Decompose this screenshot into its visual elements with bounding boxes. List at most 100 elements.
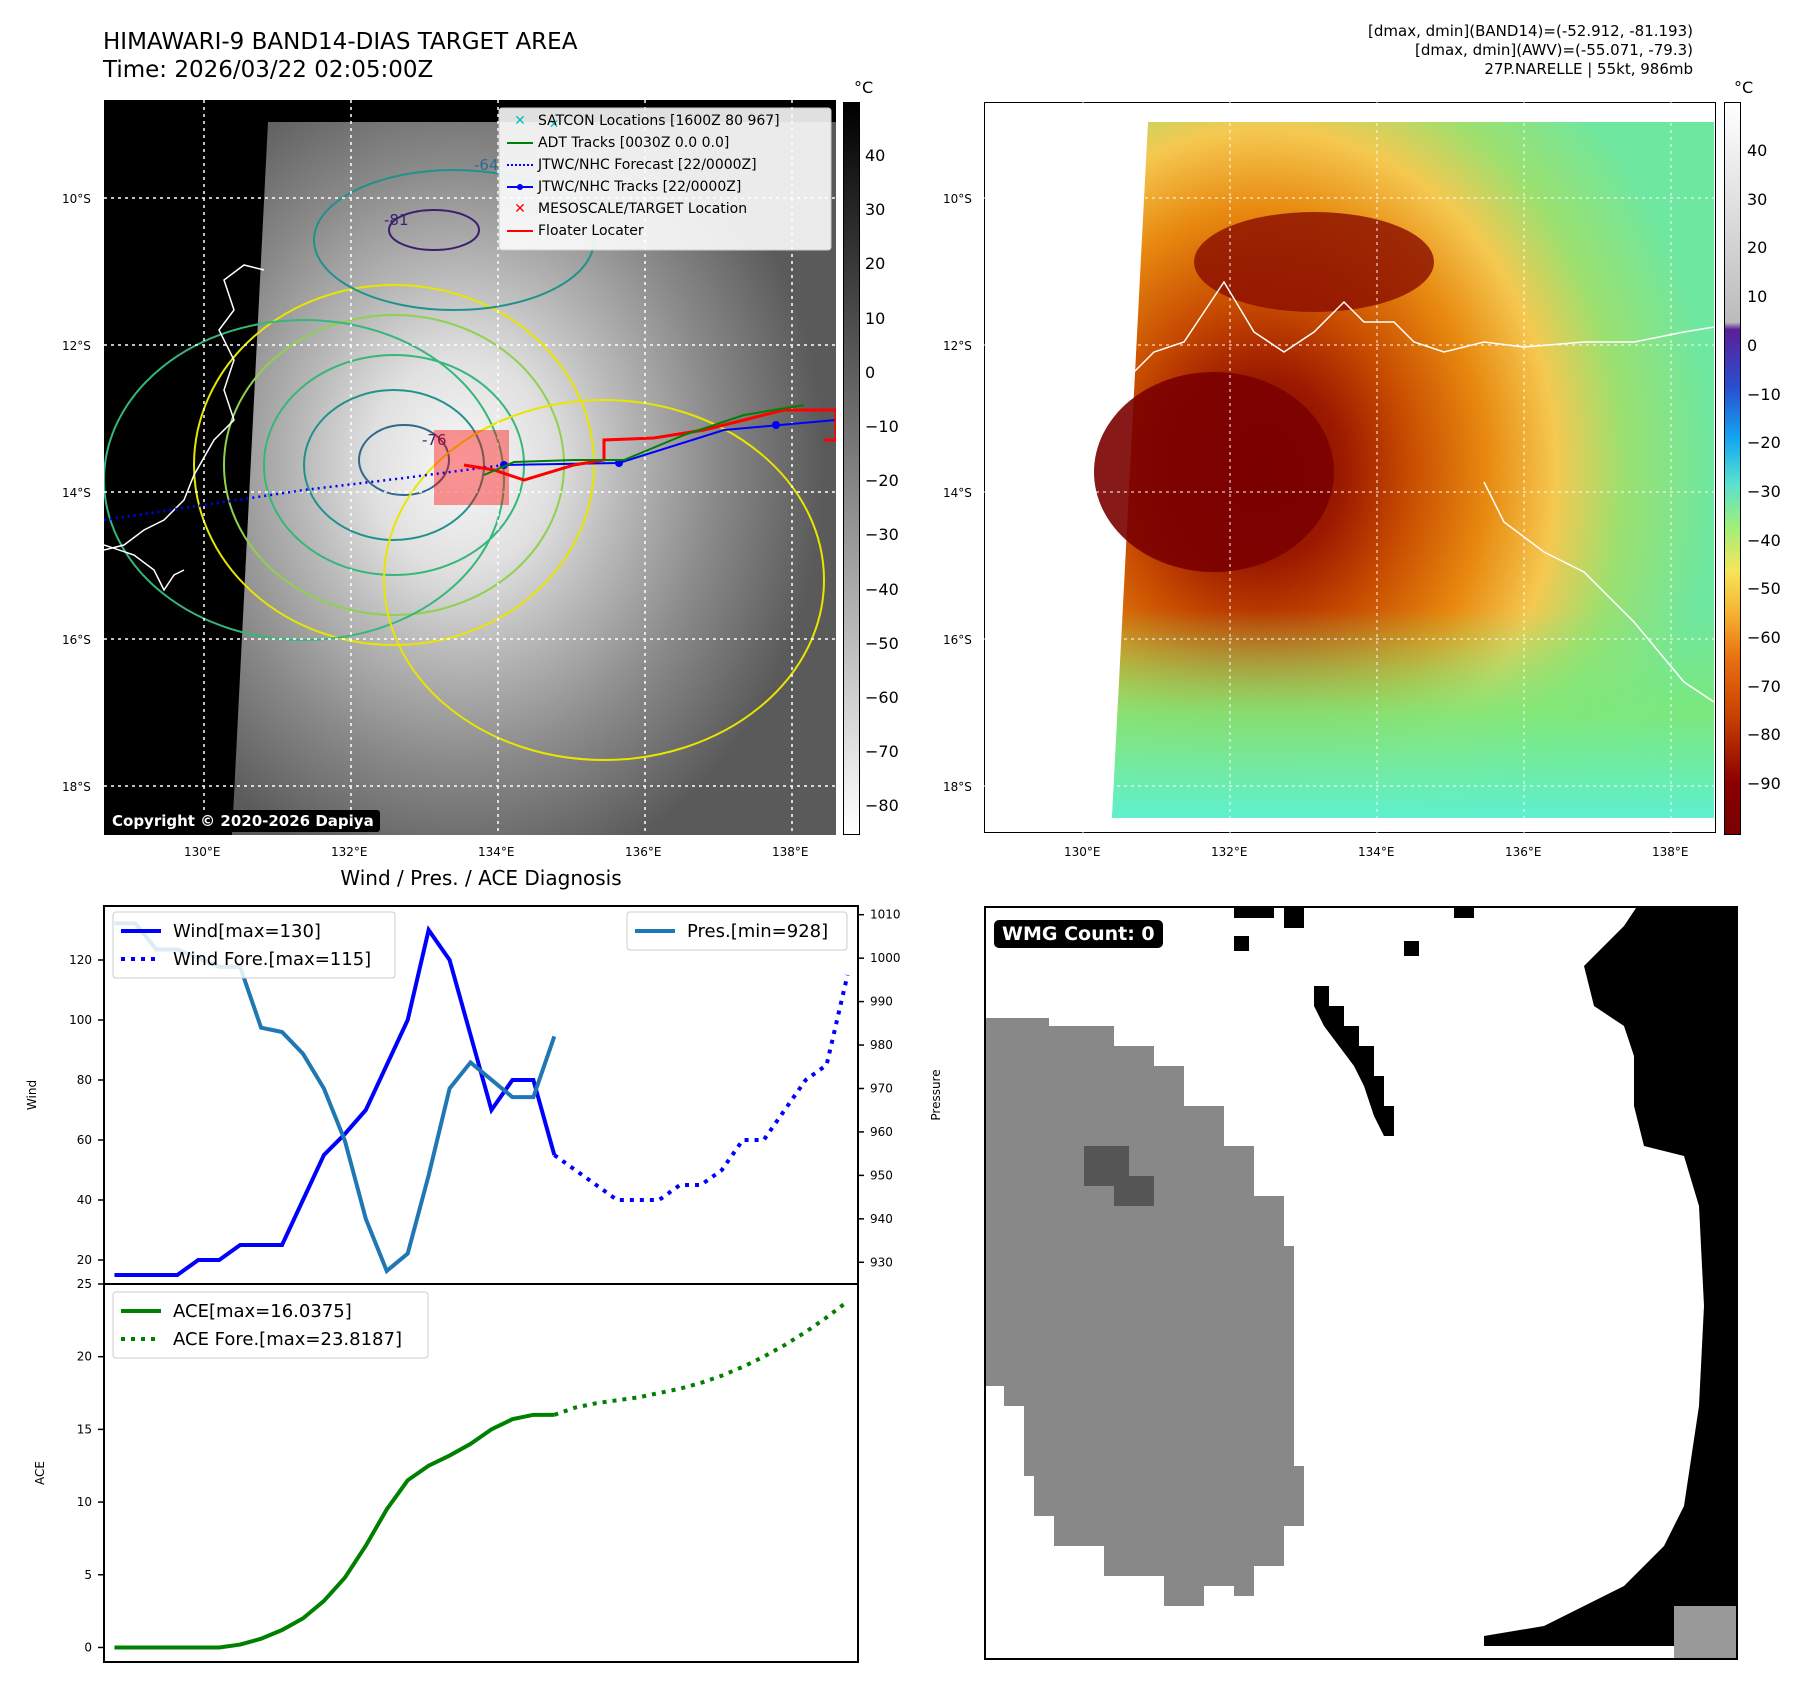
wmg-count-badge: WMG Count: 0 [994, 920, 1163, 948]
wind-tick-label: 100 [69, 1013, 92, 1027]
lon-label: 130°E [1064, 845, 1101, 859]
lat-label: 10°S [62, 192, 91, 206]
colorbar-gray-tick: −30 [865, 525, 899, 545]
colorbar-color-unit: °C [1734, 78, 1754, 97]
plot-title-line1: HIMAWARI-9 BAND14-DIAS TARGET AREA [103, 29, 578, 55]
colorbar-color-tick: −60 [1747, 628, 1781, 647]
contour-label-1: -81 [384, 211, 409, 229]
colorbar-color-tick: 30 [1747, 189, 1768, 209]
colorbar-gray-tick: 10 [865, 308, 886, 328]
lon-label: 138°E [772, 845, 809, 859]
legend-item-tracks: JTWC/NHC Tracks [22/0000Z] [502, 176, 832, 198]
colorbar-gray-tick: −10 [865, 417, 899, 436]
coastline [104, 264, 265, 551]
colorbar-color-tick: 10 [1747, 287, 1768, 307]
lat-label: 10°S [943, 192, 972, 206]
ace-forecast-line [553, 1299, 849, 1417]
colorbar-gray-tick: −60 [865, 688, 899, 707]
lat-label: 18°S [62, 780, 91, 794]
svg-text:✕: ✕ [549, 117, 559, 131]
colorbar-color [1724, 102, 1741, 835]
lat-label: 16°S [62, 633, 91, 647]
ir-map-color [984, 102, 1716, 833]
lat-label: 14°S [62, 486, 91, 500]
ace-tick-label: 15 [77, 1422, 92, 1436]
x-marker-icon: ✕ [514, 113, 526, 129]
x-marker-icon: ✕ [514, 201, 526, 217]
pressure-tick-label: 940 [870, 1212, 893, 1226]
lon-label: 136°E [625, 845, 662, 859]
colorbar-color-tick: −80 [1747, 725, 1781, 745]
legend-item-satcon: ✕ SATCON Locations [1600Z 80 967] [502, 110, 832, 132]
wmg-gray-region [986, 1018, 1304, 1606]
colorbar-color-tick: −70 [1747, 676, 1781, 696]
pressure-tick-label: 970 [870, 1081, 893, 1095]
ace-tick-label: 10 [77, 1495, 92, 1509]
lat-label: 12°S [62, 339, 91, 353]
wind-ylabel: Wind [25, 1080, 39, 1110]
pressure-legend-label: Pres.[min=928] [687, 921, 828, 942]
pressure-tick-label: 1000 [870, 951, 901, 965]
ir-map-gray: -81 -76 -64 ✕ SATCON Locations [1600Z 80… [104, 100, 836, 835]
lon-label: 136°E [1505, 845, 1542, 859]
wind-legend-label: Wind[max=130] [173, 921, 321, 942]
ace-tick-label: 25 [77, 1277, 92, 1291]
colorbar-gray-tick: −80 [865, 796, 899, 816]
wind-tick-label: 80 [77, 1073, 92, 1087]
lon-label: 134°E [478, 845, 515, 859]
colorbar-color-tick: −10 [1747, 384, 1781, 404]
ace-legend-box [112, 1291, 429, 1359]
ace-legend-label: ACE Fore.[max=23.8187] [173, 1329, 402, 1350]
info-band14: [dmax, dmin](BAND14)=(-52.912, -81.193) [1368, 22, 1693, 40]
colorbar-gray-tick: 30 [865, 200, 886, 220]
lon-label: 134°E [1358, 845, 1395, 859]
wind-legend-box [112, 911, 396, 979]
lat-label: 14°S [943, 486, 972, 500]
legend-item-target: ✕ MESOSCALE/TARGET Location [502, 198, 832, 220]
wind-tick-label: 120 [69, 953, 92, 967]
wind-forecast-line [553, 974, 850, 1202]
lat-label: 18°S [943, 780, 972, 794]
ace-legend-label: ACE[max=16.0375] [173, 1301, 352, 1322]
pressure-tick-label: 990 [870, 995, 893, 1009]
ace-tick-label: 5 [84, 1568, 92, 1582]
lon-label: 132°E [331, 845, 368, 859]
plot-title-line2: Time: 2026/03/22 02:05:00Z [103, 57, 434, 83]
colorbar-color-tick: 40 [1747, 141, 1768, 160]
diagnosis-chart: 1201008060402010101000990980970960950940… [25, 905, 943, 1663]
contour-label-2: -76 [422, 431, 447, 449]
contour-label-3: -64 [474, 156, 499, 174]
floater-track [463, 408, 836, 482]
pressure-tick-label: 980 [870, 1038, 893, 1052]
pressure-tick-label: 960 [870, 1125, 893, 1139]
legend-item-floater: Floater Locater [502, 220, 832, 242]
ace-tick-label: 0 [84, 1640, 92, 1654]
lon-label: 132°E [1211, 845, 1248, 859]
colorbar-gray-tick: 20 [865, 254, 886, 274]
ace-ylabel: ACE [33, 1461, 47, 1485]
info-awv: [dmax, dmin](AWV)=(-55.071, -79.3) [1414, 41, 1693, 59]
wmg-black-region [1484, 908, 1736, 1658]
pressure-tick-label: 950 [870, 1168, 893, 1182]
diagnosis-title: Wind / Pres. / ACE Diagnosis [340, 866, 622, 890]
wind-line [114, 925, 557, 1277]
legend-item-forecast: JTWC/NHC Forecast [22/0000Z] [502, 154, 832, 176]
colorbar-color-tick: −50 [1747, 579, 1781, 599]
lat-label: 12°S [943, 339, 972, 353]
ace-panel-frame [103, 1283, 859, 1663]
pressure-ylabel: Pressure [929, 1069, 943, 1120]
wind-legend-label: Wind Fore.[max=115] [173, 949, 371, 970]
pressure-tick-label: 1010 [870, 908, 901, 922]
pressure-tick-label: 930 [870, 1255, 893, 1269]
wind-tick-label: 20 [77, 1253, 92, 1267]
colorbar-color-tick: 20 [1747, 238, 1768, 258]
colorbar-gray-tick: −70 [865, 742, 899, 762]
info-block: [dmax, dmin](BAND14)=(-52.912, -81.193) … [1368, 22, 1693, 79]
lon-label: 138°E [1652, 845, 1689, 859]
wind-tick-label: 60 [77, 1133, 92, 1147]
colorbar-gray-tick: −40 [865, 579, 899, 599]
ace-tick-label: 20 [77, 1350, 92, 1364]
colorbar-gray-unit: °C [854, 78, 874, 97]
colorbar-color-tick: 0 [1747, 335, 1758, 355]
plot-title: HIMAWARI-9 BAND14-DIAS TARGET AREA Time:… [103, 28, 577, 84]
